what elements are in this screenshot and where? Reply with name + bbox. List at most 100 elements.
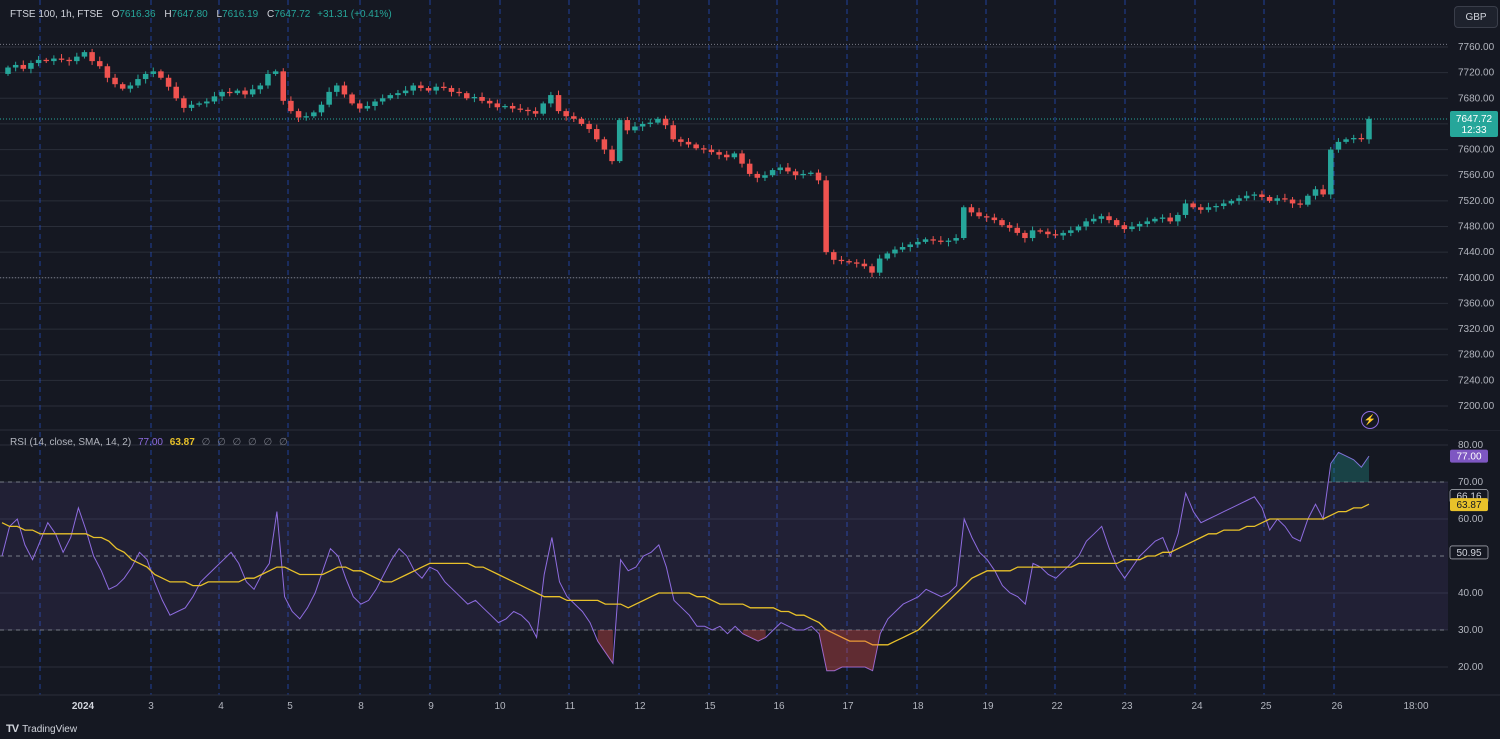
candle-body <box>1335 141 1342 150</box>
candle-body <box>716 152 722 155</box>
price-axis[interactable]: 7760.007720.007680.007640.007600.007560.… <box>1448 0 1500 430</box>
candle-body <box>303 116 309 118</box>
candle-body <box>586 123 592 130</box>
candle-body <box>808 172 814 174</box>
tradingview-logo[interactable]: TV TradingView <box>6 723 77 735</box>
candle-body <box>211 96 218 102</box>
candle-body <box>693 144 699 149</box>
candle-body <box>395 93 401 96</box>
price-tick-label: 7720.00 <box>1458 68 1495 79</box>
candle-body <box>1228 200 1235 204</box>
rsi-axis-bg <box>1448 431 1500 695</box>
chart-canvas[interactable]: 7760.007720.007680.007640.007600.007560.… <box>0 0 1500 719</box>
candle-body <box>991 217 998 221</box>
candle-body <box>1045 231 1051 235</box>
candle-body <box>379 98 386 102</box>
candle-body <box>777 167 784 171</box>
candle-body <box>685 141 692 145</box>
candle-body <box>112 77 118 85</box>
candle-body <box>1098 216 1105 219</box>
candle-body <box>723 154 730 158</box>
candle-body <box>701 148 707 150</box>
candle-body <box>249 89 256 95</box>
candle-body <box>861 263 868 267</box>
candle-body <box>74 56 80 62</box>
symbol-title[interactable]: FTSE 100, 1h, FTSE <box>10 9 103 20</box>
candle-body <box>1205 207 1212 210</box>
open-value: 7616.36 <box>119 9 156 20</box>
rsi-axis[interactable]: 80.00 70.00 60.00 40.00 30.00 20.00 <box>1448 431 1500 695</box>
rsi-line <box>1 451 1370 672</box>
candle-body <box>639 123 646 127</box>
candle-body <box>563 111 569 117</box>
rsi-indicator-title[interactable]: RSI (14, close, SMA, 14, 2) <box>10 437 132 448</box>
candle-body <box>647 122 654 124</box>
rsi-tick-label: 40.00 <box>1458 588 1483 599</box>
time-tick-label: 12 <box>634 701 646 712</box>
candle-body <box>326 91 332 105</box>
time-tick-label: 10 <box>494 701 506 712</box>
candle-body <box>280 71 287 101</box>
rsi-value-badge: 77.00 <box>1456 452 1481 463</box>
candle-body <box>838 259 845 262</box>
time-tick-label: 22 <box>1051 701 1063 712</box>
rsi-oversold-fill <box>597 630 613 664</box>
candle-body <box>142 73 149 80</box>
time-tick-label: 15 <box>704 701 716 712</box>
lightning-icon[interactable]: ⚡ <box>1361 411 1379 429</box>
candle-body <box>1006 225 1013 228</box>
price-tick-label: 7320.00 <box>1458 324 1495 335</box>
candle-body <box>555 95 562 112</box>
low-value: 7616.19 <box>222 9 259 20</box>
candle-body <box>188 104 195 108</box>
candle-body <box>1220 203 1227 206</box>
candle-body <box>1106 216 1112 221</box>
candle-body <box>272 71 279 74</box>
candle-body <box>181 98 187 108</box>
rsi-sma-badge: 63.87 <box>1456 500 1481 511</box>
candle-body <box>632 126 638 131</box>
countdown-label: 12:33 <box>1461 125 1486 136</box>
high-label: H <box>164 9 172 20</box>
candle-body <box>81 52 88 57</box>
time-axis[interactable]: 2024 3 4 5 8 9 10 11 12 15 16 17 18 19 22 23 24 25 26 18:00 <box>0 694 1500 712</box>
candle-body <box>448 88 455 92</box>
candle-body <box>831 252 837 260</box>
candle-body <box>670 125 676 140</box>
time-tick-label: 2024 <box>72 701 95 712</box>
candle-body <box>1060 232 1066 236</box>
candle-body <box>892 249 898 254</box>
currency-button[interactable]: GBP <box>1454 6 1498 28</box>
time-tick-label: 24 <box>1191 701 1203 712</box>
price-tick-label: 7600.00 <box>1458 145 1495 156</box>
candle-body <box>525 109 531 112</box>
footer-bar: TV TradingView <box>0 719 1500 739</box>
candle-body <box>196 103 202 105</box>
rsi-series <box>1 451 1370 672</box>
time-tick-label: 19 <box>982 701 994 712</box>
candle-body <box>1198 207 1204 210</box>
time-tick-label: 11 <box>565 701 576 712</box>
candle-body <box>1029 230 1036 239</box>
candle-body <box>509 105 516 109</box>
price-tick-label: 7280.00 <box>1458 350 1495 361</box>
candle-body <box>616 120 623 162</box>
candle-body <box>1175 214 1181 222</box>
candle-body <box>5 67 11 74</box>
candle-body <box>66 59 72 62</box>
rsi-midline-badge-bg <box>1449 545 1489 560</box>
candle-body <box>1274 198 1280 201</box>
rsi-band-area <box>0 481 1448 631</box>
candle-body <box>1297 203 1303 205</box>
candle-body <box>968 207 975 213</box>
candle-body <box>1014 227 1021 233</box>
tradingview-brand: TradingView <box>22 723 78 735</box>
candle-body <box>204 101 210 104</box>
candle-body <box>1350 138 1357 140</box>
candlestick-series <box>5 48 1372 278</box>
time-tick-label: 9 <box>428 701 434 712</box>
close-label: C <box>266 9 275 20</box>
candle-body <box>548 95 554 104</box>
candle-body <box>334 85 340 92</box>
candle-body <box>754 173 761 178</box>
